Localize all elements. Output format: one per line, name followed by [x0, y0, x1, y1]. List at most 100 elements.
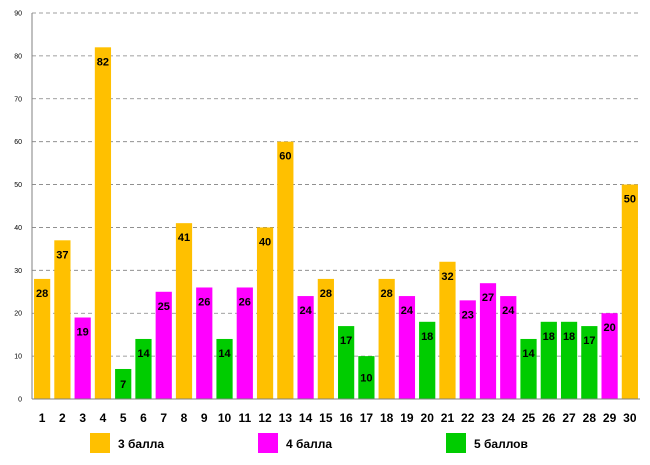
data-label: 50 — [624, 194, 636, 206]
x-tick-label: 6 — [140, 411, 147, 425]
x-tick-label: 21 — [441, 411, 455, 425]
x-tick-label: 23 — [481, 411, 495, 425]
bar-23 — [479, 283, 497, 399]
bar-21 — [439, 261, 456, 399]
x-tick-label: 20 — [421, 411, 435, 425]
bar-1 — [34, 278, 51, 399]
data-labels: 28 37 19 82 7 14 25 41 26 14 26 40 60 24 28 17 10 28 24 18 3… — [36, 56, 636, 391]
bar-17 — [358, 356, 375, 399]
y-tick-label: 20 — [14, 311, 22, 318]
x-tick-label: 5 — [120, 411, 127, 425]
bar-18 — [378, 278, 395, 399]
data-label: 17 — [340, 335, 352, 347]
x-tick-label: 4 — [100, 411, 107, 425]
data-label: 37 — [56, 249, 68, 261]
y-tick-label: 30 — [14, 268, 22, 275]
data-label: 20 — [603, 322, 615, 334]
data-label: 7 — [120, 379, 126, 391]
x-tick-label: 22 — [461, 411, 475, 425]
legend-label: 4 балла — [286, 437, 332, 451]
bar-20 — [419, 321, 436, 399]
x-tick-label: 8 — [181, 411, 188, 425]
legend-label: 3 балла — [118, 437, 164, 451]
bar-24 — [500, 296, 517, 399]
data-label: 23 — [462, 309, 474, 321]
x-tick-label: 14 — [299, 411, 313, 425]
bar-26 — [540, 321, 557, 399]
data-label: 10 — [360, 373, 372, 385]
x-tick-label: 29 — [603, 411, 617, 425]
bar-10 — [216, 338, 233, 399]
legend: 3 балла 4 балла 5 баллов — [90, 433, 528, 453]
data-label: 18 — [563, 331, 575, 343]
bar-12 — [256, 227, 274, 399]
x-tick-label: 2 — [59, 411, 66, 425]
data-label: 60 — [279, 151, 291, 163]
y-tick-label: 40 — [14, 225, 22, 232]
x-tick-label: 28 — [583, 411, 597, 425]
data-label: 28 — [36, 288, 48, 300]
legend-swatch — [446, 433, 466, 453]
data-label: 26 — [239, 296, 251, 308]
data-label: 19 — [77, 327, 89, 339]
x-tick-label: 15 — [319, 411, 333, 425]
data-label: 27 — [482, 292, 494, 304]
data-label: 14 — [522, 348, 535, 360]
bar-28 — [581, 326, 598, 399]
data-label: 18 — [421, 331, 433, 343]
x-tick-label: 16 — [339, 411, 353, 425]
data-label: 14 — [218, 348, 231, 360]
x-tick-label: 1 — [39, 411, 46, 425]
x-tick-label: 24 — [502, 411, 516, 425]
bar-29 — [601, 313, 618, 399]
data-label: 24 — [502, 305, 515, 317]
bar-15 — [317, 278, 334, 399]
x-tick-label: 17 — [360, 411, 374, 425]
data-label: 14 — [137, 348, 150, 360]
x-tick-label: 12 — [258, 411, 272, 425]
data-label: 82 — [97, 56, 109, 68]
data-label: 24 — [299, 305, 312, 317]
x-tick-label: 19 — [400, 411, 414, 425]
bar-19 — [398, 296, 416, 399]
bars — [34, 47, 638, 400]
x-tick-label: 7 — [160, 411, 167, 425]
data-label: 40 — [259, 236, 271, 248]
y-tick-label: 0 — [18, 397, 22, 404]
x-tick-label: 18 — [380, 411, 394, 425]
y-tick-label: 50 — [14, 182, 22, 189]
bar-25 — [520, 338, 537, 399]
data-label: 24 — [401, 305, 414, 317]
x-tick-label: 10 — [218, 411, 232, 425]
bar-27 — [560, 321, 578, 399]
bar-13 — [277, 141, 294, 399]
bar-16 — [338, 326, 355, 399]
bar-30 — [621, 184, 638, 399]
bar-2 — [54, 240, 71, 399]
y-tick-label: 80 — [14, 53, 22, 60]
bar-3 — [74, 317, 91, 399]
x-tick-label: 26 — [542, 411, 556, 425]
data-label: 17 — [583, 335, 595, 347]
data-label: 28 — [381, 288, 393, 300]
x-tick-label: 13 — [279, 411, 293, 425]
x-tick-label: 3 — [79, 411, 86, 425]
x-tick-label: 11 — [238, 411, 251, 425]
data-label: 32 — [441, 271, 453, 283]
data-label: 25 — [158, 301, 170, 313]
y-tick-label: 60 — [14, 139, 22, 146]
x-tick-label: 9 — [201, 411, 208, 425]
y-tick-label: 10 — [14, 354, 22, 361]
bar-5 — [115, 368, 132, 399]
bar-22 — [459, 300, 476, 399]
legend-swatch — [258, 433, 278, 453]
bar-14 — [297, 296, 314, 399]
bar-9 — [196, 287, 213, 399]
bar-7 — [155, 291, 172, 399]
bar-11 — [236, 287, 253, 399]
data-label: 41 — [178, 232, 190, 244]
legend-label: 5 баллов — [474, 437, 528, 451]
data-label: 28 — [320, 288, 332, 300]
